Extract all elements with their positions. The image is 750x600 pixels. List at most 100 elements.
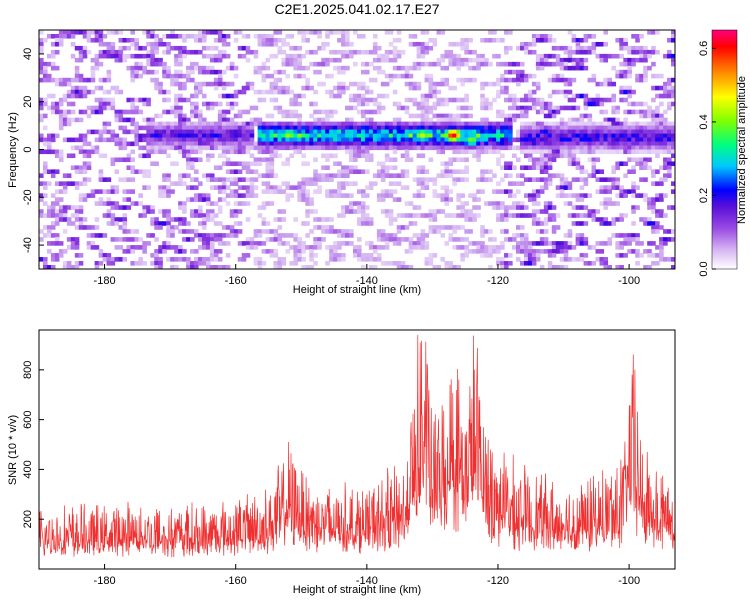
heatmap-cell bbox=[198, 209, 203, 214]
heatmap-cell bbox=[615, 161, 620, 167]
heatmap-cell bbox=[376, 137, 382, 143]
heatmap-cell bbox=[376, 229, 382, 234]
heatmap-cell bbox=[265, 125, 271, 131]
heatmap-cell bbox=[74, 89, 80, 95]
heatmap-cell bbox=[611, 105, 616, 111]
heatmap-cell bbox=[269, 173, 275, 178]
heatmap-cell bbox=[611, 181, 616, 186]
heatmap-cell bbox=[384, 121, 390, 127]
heatmap-cell bbox=[659, 197, 664, 202]
heatmap-cell bbox=[345, 53, 350, 59]
heatmap-cell bbox=[492, 37, 497, 43]
heatmap-cell bbox=[496, 61, 501, 67]
heatmap-cell bbox=[285, 125, 291, 131]
heatmap-cell bbox=[611, 97, 616, 103]
heatmap-cell bbox=[357, 209, 362, 214]
heatmap-cell bbox=[639, 77, 644, 83]
heatmap-cell bbox=[253, 65, 259, 71]
heatmap-cell bbox=[78, 117, 84, 123]
heatmap-cell bbox=[539, 125, 545, 131]
heatmap-cell bbox=[364, 141, 370, 147]
heatmap-cell bbox=[98, 30, 104, 35]
heatmap-cell bbox=[388, 133, 394, 139]
heatmap-cell bbox=[273, 129, 279, 135]
heatmap-cell bbox=[647, 141, 652, 147]
heatmap-cell bbox=[166, 173, 171, 178]
heatmap-cell bbox=[424, 117, 430, 123]
heatmap-cell bbox=[623, 189, 628, 194]
heatmap-cell bbox=[178, 109, 183, 115]
heatmap-cell bbox=[90, 69, 96, 75]
heatmap-cell bbox=[376, 109, 382, 115]
heatmap-cell bbox=[341, 209, 346, 214]
heatmap-cell bbox=[78, 89, 84, 95]
heatmap-cell bbox=[337, 129, 342, 135]
heatmap-cell bbox=[555, 213, 561, 218]
heatmap-cell bbox=[559, 193, 565, 198]
heatmap-cell bbox=[651, 253, 656, 258]
heatmap-cell bbox=[432, 89, 438, 95]
heatmap-cell bbox=[607, 197, 613, 202]
heatmap-cell bbox=[531, 101, 537, 107]
heatmap-cell bbox=[476, 157, 481, 163]
heatmap-cell bbox=[559, 257, 565, 262]
heatmap-cell bbox=[504, 45, 509, 51]
heatmap-cell bbox=[209, 217, 215, 222]
heatmap-cell bbox=[416, 153, 422, 159]
heatmap-cell bbox=[62, 109, 68, 115]
heatmap-cell bbox=[237, 241, 243, 246]
heatmap-cell bbox=[98, 77, 104, 83]
heatmap-cell bbox=[138, 125, 143, 131]
heatmap-cell bbox=[106, 101, 112, 107]
heatmap-cell bbox=[444, 165, 450, 171]
heatmap-cell bbox=[539, 161, 545, 167]
heatmap-cell bbox=[289, 89, 295, 95]
heatmap-cell bbox=[384, 153, 390, 159]
heatmap-cell bbox=[595, 157, 601, 163]
heatmap-cell bbox=[329, 93, 334, 99]
heatmap-cell bbox=[420, 61, 426, 67]
heatmap-cell bbox=[46, 93, 52, 99]
y-tick-label: 200 bbox=[22, 510, 34, 528]
heatmap-cell bbox=[547, 153, 553, 159]
heatmap-cell bbox=[460, 129, 465, 135]
heatmap-cell bbox=[329, 253, 334, 258]
heatmap-cell bbox=[488, 245, 493, 250]
heatmap-cell bbox=[198, 221, 203, 226]
heatmap-cell bbox=[269, 133, 275, 139]
heatmap-cell bbox=[341, 81, 346, 87]
heatmap-cell bbox=[170, 245, 175, 250]
heatmap-cell bbox=[205, 65, 211, 71]
heatmap-cell bbox=[190, 129, 195, 135]
heatmap-cell bbox=[456, 225, 461, 230]
heatmap-cell bbox=[237, 145, 243, 151]
heatmap-cell bbox=[349, 201, 354, 206]
heatmap-cell bbox=[424, 141, 430, 147]
heatmap-cell bbox=[74, 245, 80, 250]
heatmap-cell bbox=[281, 121, 287, 127]
heatmap-cell bbox=[631, 193, 636, 198]
heatmap-cell bbox=[249, 121, 255, 127]
heatmap-cell bbox=[496, 125, 501, 131]
heatmap-cell bbox=[591, 33, 597, 39]
heatmap-cell bbox=[58, 153, 64, 159]
heatmap-cell bbox=[66, 237, 72, 242]
heatmap-cell bbox=[472, 77, 477, 83]
heatmap-cell bbox=[559, 125, 565, 131]
heatmap-cell bbox=[543, 157, 549, 163]
heatmap-cell bbox=[631, 89, 636, 95]
heatmap-cell bbox=[337, 37, 342, 43]
heatmap-cell bbox=[519, 41, 525, 47]
heatmap-cell bbox=[372, 77, 378, 83]
heatmap-cell bbox=[623, 73, 628, 79]
heatmap-cell bbox=[508, 125, 513, 131]
heatmap-cell bbox=[508, 189, 513, 194]
heatmap-cell bbox=[368, 217, 374, 222]
heatmap-cell bbox=[201, 121, 207, 127]
heatmap-cell bbox=[563, 105, 569, 111]
heatmap-cell bbox=[289, 141, 295, 147]
heatmap-cell bbox=[309, 121, 314, 127]
heatmap-cell bbox=[205, 145, 211, 151]
heatmap-cell bbox=[464, 93, 469, 99]
heatmap-cell bbox=[663, 85, 668, 91]
